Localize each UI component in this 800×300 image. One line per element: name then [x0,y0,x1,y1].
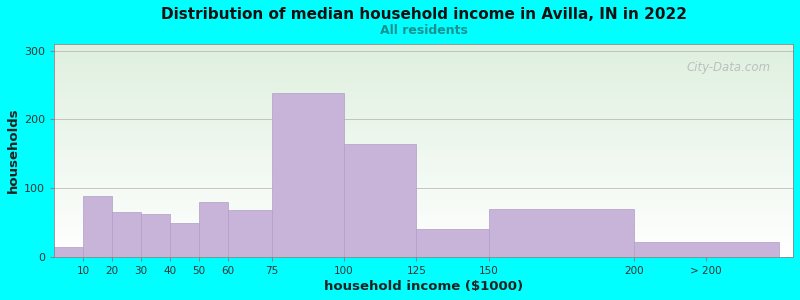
Bar [344,143,417,257]
Y-axis label: households: households [7,108,20,193]
Bar [271,93,344,257]
Text: All residents: All residents [380,24,467,37]
Bar [170,223,199,257]
Bar [489,209,634,257]
Bar [112,212,141,257]
Title: Distribution of median household income in Avilla, IN in 2022: Distribution of median household income … [161,7,686,22]
X-axis label: household income ($1000): household income ($1000) [324,280,523,293]
Bar [83,196,112,257]
Bar [141,214,170,257]
Bar [417,230,489,257]
Bar [634,242,778,257]
Text: City-Data.com: City-Data.com [686,61,771,74]
Bar [199,202,228,257]
Bar [54,247,83,257]
Bar [228,210,271,257]
